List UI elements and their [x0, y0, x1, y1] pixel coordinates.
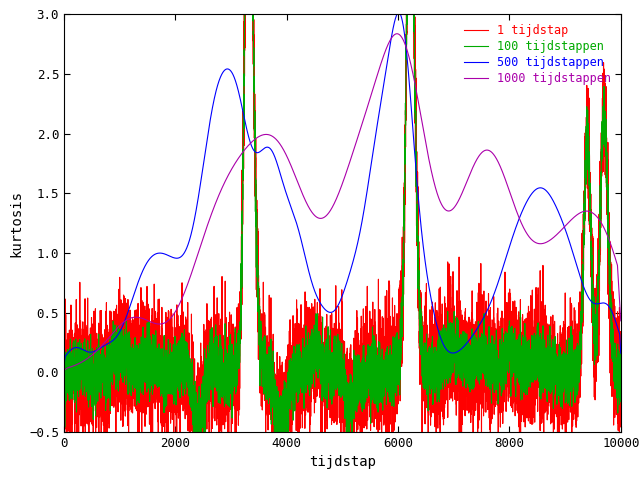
1000 tijdstappen	[170, 312, 177, 318]
Legend: 1 tijdstap, 100 tijdstappen, 500 tijdstappen, 1000 tijdstappen: 1 tijdstap, 100 tijdstappen, 500 tijdsta…	[461, 20, 615, 88]
Line: 1 tijdstap: 1 tijdstap	[64, 9, 621, 438]
1 tijdstap	[83, 375, 91, 381]
500 tijdstappen	[588, 299, 595, 304]
100 tijdstappen	[83, 364, 91, 370]
1 tijdstap	[588, 207, 595, 213]
1000 tijdstappen	[588, 209, 595, 215]
1 tijdstap	[60, 353, 68, 359]
500 tijdstappen	[60, 362, 68, 368]
1000 tijdstappen	[63, 366, 70, 372]
1 tijdstap	[617, 364, 625, 370]
1 tijdstap	[170, 372, 177, 378]
500 tijdstappen	[395, 10, 403, 15]
500 tijdstappen	[83, 349, 91, 355]
1 tijdstap	[63, 364, 70, 370]
X-axis label: tijdstap: tijdstap	[309, 456, 376, 469]
Line: 500 tijdstappen: 500 tijdstappen	[64, 12, 621, 365]
100 tijdstappen	[588, 239, 595, 244]
Line: 1000 tijdstappen: 1000 tijdstappen	[64, 34, 621, 371]
500 tijdstappen	[170, 255, 177, 261]
100 tijdstappen	[241, 6, 248, 12]
1 tijdstap	[93, 361, 101, 367]
1 tijdstap	[241, 6, 248, 12]
100 tijdstappen	[332, 359, 340, 364]
500 tijdstappen	[63, 352, 70, 358]
1000 tijdstappen	[332, 196, 340, 202]
Y-axis label: kurtosis: kurtosis	[10, 190, 24, 257]
Line: 100 tijdstappen: 100 tijdstappen	[64, 9, 621, 438]
1000 tijdstappen	[60, 368, 68, 373]
1000 tijdstappen	[93, 348, 101, 353]
100 tijdstappen	[93, 376, 101, 382]
100 tijdstappen	[170, 375, 177, 381]
1000 tijdstappen	[617, 318, 625, 324]
100 tijdstappen	[191, 435, 199, 441]
1 tijdstap	[332, 390, 340, 396]
500 tijdstappen	[93, 347, 101, 353]
500 tijdstappen	[617, 350, 625, 356]
1 tijdstap	[63, 435, 70, 441]
100 tijdstappen	[617, 360, 625, 366]
100 tijdstappen	[63, 386, 70, 392]
100 tijdstappen	[60, 386, 68, 392]
1000 tijdstappen	[393, 31, 401, 36]
1000 tijdstappen	[83, 356, 91, 362]
500 tijdstappen	[332, 306, 340, 312]
